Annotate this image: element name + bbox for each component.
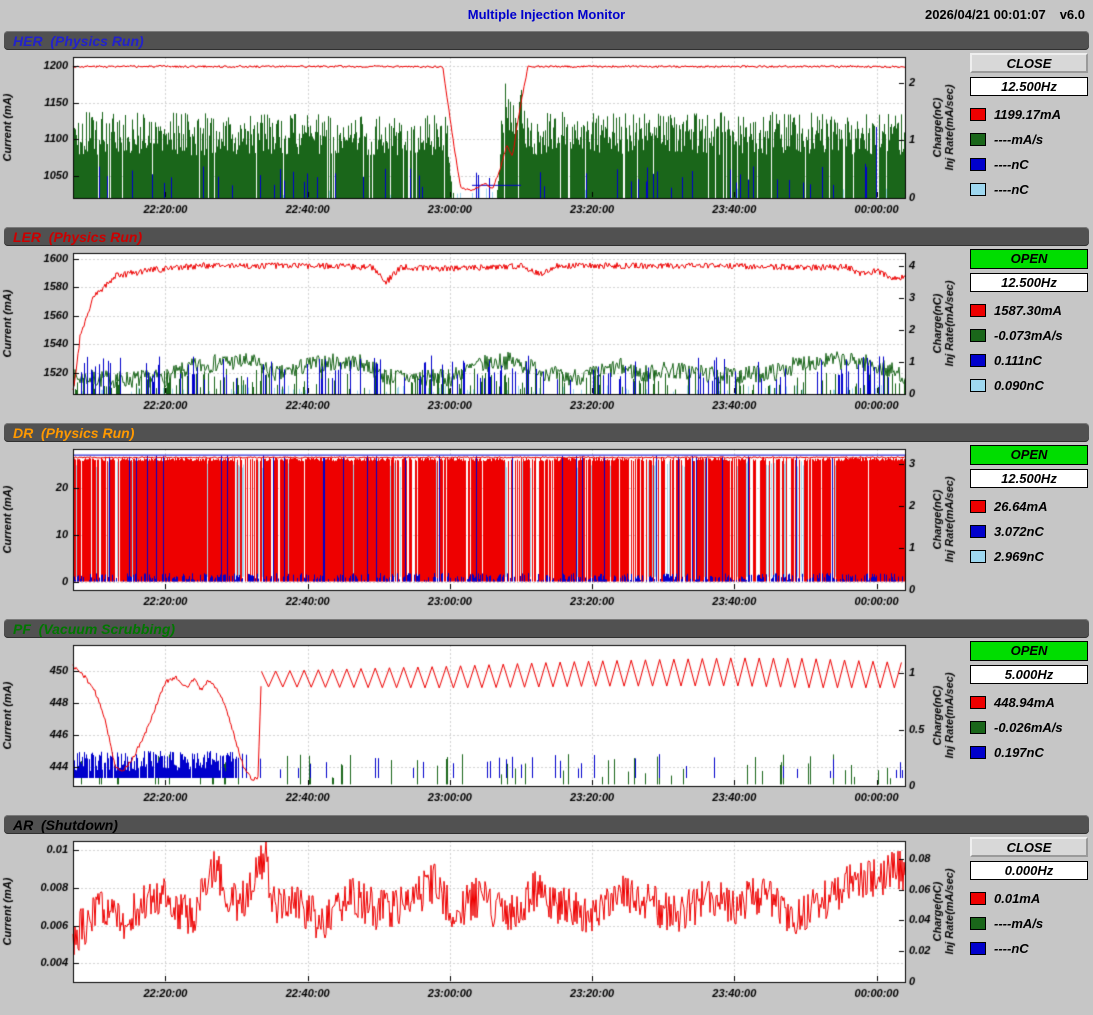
panel-her-header: HER (Physics Run) [4,31,1089,50]
charge-2-swatch [970,183,986,196]
legend-item: -0.073mA/s [970,328,1088,343]
panel-her-title: HER (Physics Run) [13,32,144,49]
charge-value: 0.111nC [994,353,1042,368]
charge-swatch [970,942,986,955]
charge-swatch [970,746,986,759]
dr-legend: 26.64mA 3.072nC 2.969nC [970,499,1088,564]
ar-legend: 0.01mA ----mA/s ----nC [970,891,1088,956]
legend-item: ----nC [970,157,1088,172]
her-status-button[interactable]: CLOSE [970,53,1088,73]
dr-status-button[interactable]: OPEN [970,445,1088,465]
current-swatch [970,304,986,317]
legend-item: ----mA/s [970,916,1088,931]
ar-injection-rate: 0.000Hz [970,861,1088,880]
legend-item: ----nC [970,941,1088,956]
pf-info-box: OPEN 5.000Hz 448.94mA -0.026mA/s 0.197nC [970,639,1088,770]
charge-swatch [970,354,986,367]
her-info-box: CLOSE 12.500Hz 1199.17mA ----mA/s ----nC --… [970,51,1088,207]
current-value: 1587.30mA [994,303,1062,318]
dr-chart [0,443,960,616]
pf-chart [0,639,960,812]
dr-info-box: OPEN 12.500Hz 26.64mA 3.072nC 2.969nC [970,443,1088,574]
inj-rate-swatch [970,133,986,146]
ler-info-box: OPEN 12.500Hz 1587.30mA -0.073mA/s 0.111nC… [970,247,1088,403]
ar-info-box: CLOSE 0.000Hz 0.01mA ----mA/s ----nC [970,835,1088,966]
panel-ar: AR (Shutdown) CLOSE 0.000Hz 0.01mA ----mA… [0,815,1093,1008]
legend-item: ----mA/s [970,132,1088,147]
inj-rate-value: ----mA/s [994,916,1044,931]
inj-rate-value: ----mA/s [994,132,1044,147]
datetime: 2026/04/21 00:01:07 [924,6,1046,22]
panel-her: HER (Physics Run) CLOSE 12.500Hz 1199.17… [0,31,1093,224]
charge-2-value: 2.969nC [994,549,1044,564]
legend-item: 0.197nC [970,745,1088,760]
charge-swatch [970,525,986,538]
panel-ler: LER (Physics Run) OPEN 12.500Hz 1587.30m… [0,227,1093,420]
her-chart [0,51,960,224]
her-legend: 1199.17mA ----mA/s ----nC ----nC [970,107,1088,197]
ar-status-button[interactable]: CLOSE [970,837,1088,857]
panel-dr-title: DR (Physics Run) [13,424,135,441]
inj-rate-swatch [970,917,986,930]
current-value: 1199.17mA [994,107,1061,122]
ler-injection-rate: 12.500Hz [970,273,1088,292]
legend-item: 448.94mA [970,695,1088,710]
charge-2-value: 0.090nC [994,378,1044,393]
her-injection-rate: 12.500Hz [970,77,1088,96]
current-swatch [970,108,986,121]
legend-item: 1587.30mA [970,303,1088,318]
inj-rate-value: -0.073mA/s [994,328,1063,343]
top-bar: Multiple Injection Monitor 2026/04/21 00… [0,0,1093,28]
panel-ler-title: LER (Physics Run) [13,228,143,245]
inj-rate-swatch [970,721,986,734]
legend-item: -0.026mA/s [970,720,1088,735]
ler-legend: 1587.30mA -0.073mA/s 0.111nC 0.090nC [970,303,1088,393]
ler-status-button[interactable]: OPEN [970,249,1088,269]
panel-pf: PF (Vacuum Scrubbing) OPEN 5.000Hz 448.9… [0,619,1093,812]
panel-dr: DR (Physics Run) OPEN 12.500Hz 26.64mA 3.… [0,423,1093,616]
charge-2-swatch [970,550,986,563]
panel-ler-header: LER (Physics Run) [4,227,1089,246]
charge-value: ----nC [994,157,1029,172]
charge-2-value: ----nC [994,182,1029,197]
current-value: 26.64mA [994,499,1048,514]
pf-status-button[interactable]: OPEN [970,641,1088,661]
panel-ar-header: AR (Shutdown) [4,815,1089,834]
panel-pf-title: PF (Vacuum Scrubbing) [13,620,176,637]
charge-value: 0.197nC [994,745,1044,760]
legend-item: 3.072nC [970,524,1088,539]
legend-item: 2.969nC [970,549,1088,564]
current-swatch [970,500,986,513]
current-swatch [970,892,986,905]
app-title: Multiple Injection Monitor [467,6,626,22]
charge-swatch [970,158,986,171]
panel-ar-title: AR (Shutdown) [13,816,118,833]
panel-dr-header: DR (Physics Run) [4,423,1089,442]
ler-chart [0,247,960,420]
legend-item: ----nC [970,182,1088,197]
charge-value: ----nC [994,941,1029,956]
dr-injection-rate: 12.500Hz [970,469,1088,488]
legend-item: 0.090nC [970,378,1088,393]
charge-2-swatch [970,379,986,392]
pf-injection-rate: 5.000Hz [970,665,1088,684]
current-value: 0.01mA [994,891,1041,906]
legend-item: 1199.17mA [970,107,1088,122]
legend-item: 26.64mA [970,499,1088,514]
pf-legend: 448.94mA -0.026mA/s 0.197nC [970,695,1088,760]
version: v6.0 [1059,6,1085,22]
current-value: 448.94mA [994,695,1055,710]
legend-item: 0.111nC [970,353,1088,368]
inj-rate-value: -0.026mA/s [994,720,1063,735]
ar-chart [0,835,960,1008]
inj-rate-swatch [970,329,986,342]
charge-value: 3.072nC [994,524,1044,539]
panel-pf-header: PF (Vacuum Scrubbing) [4,619,1089,638]
current-swatch [970,696,986,709]
legend-item: 0.01mA [970,891,1088,906]
